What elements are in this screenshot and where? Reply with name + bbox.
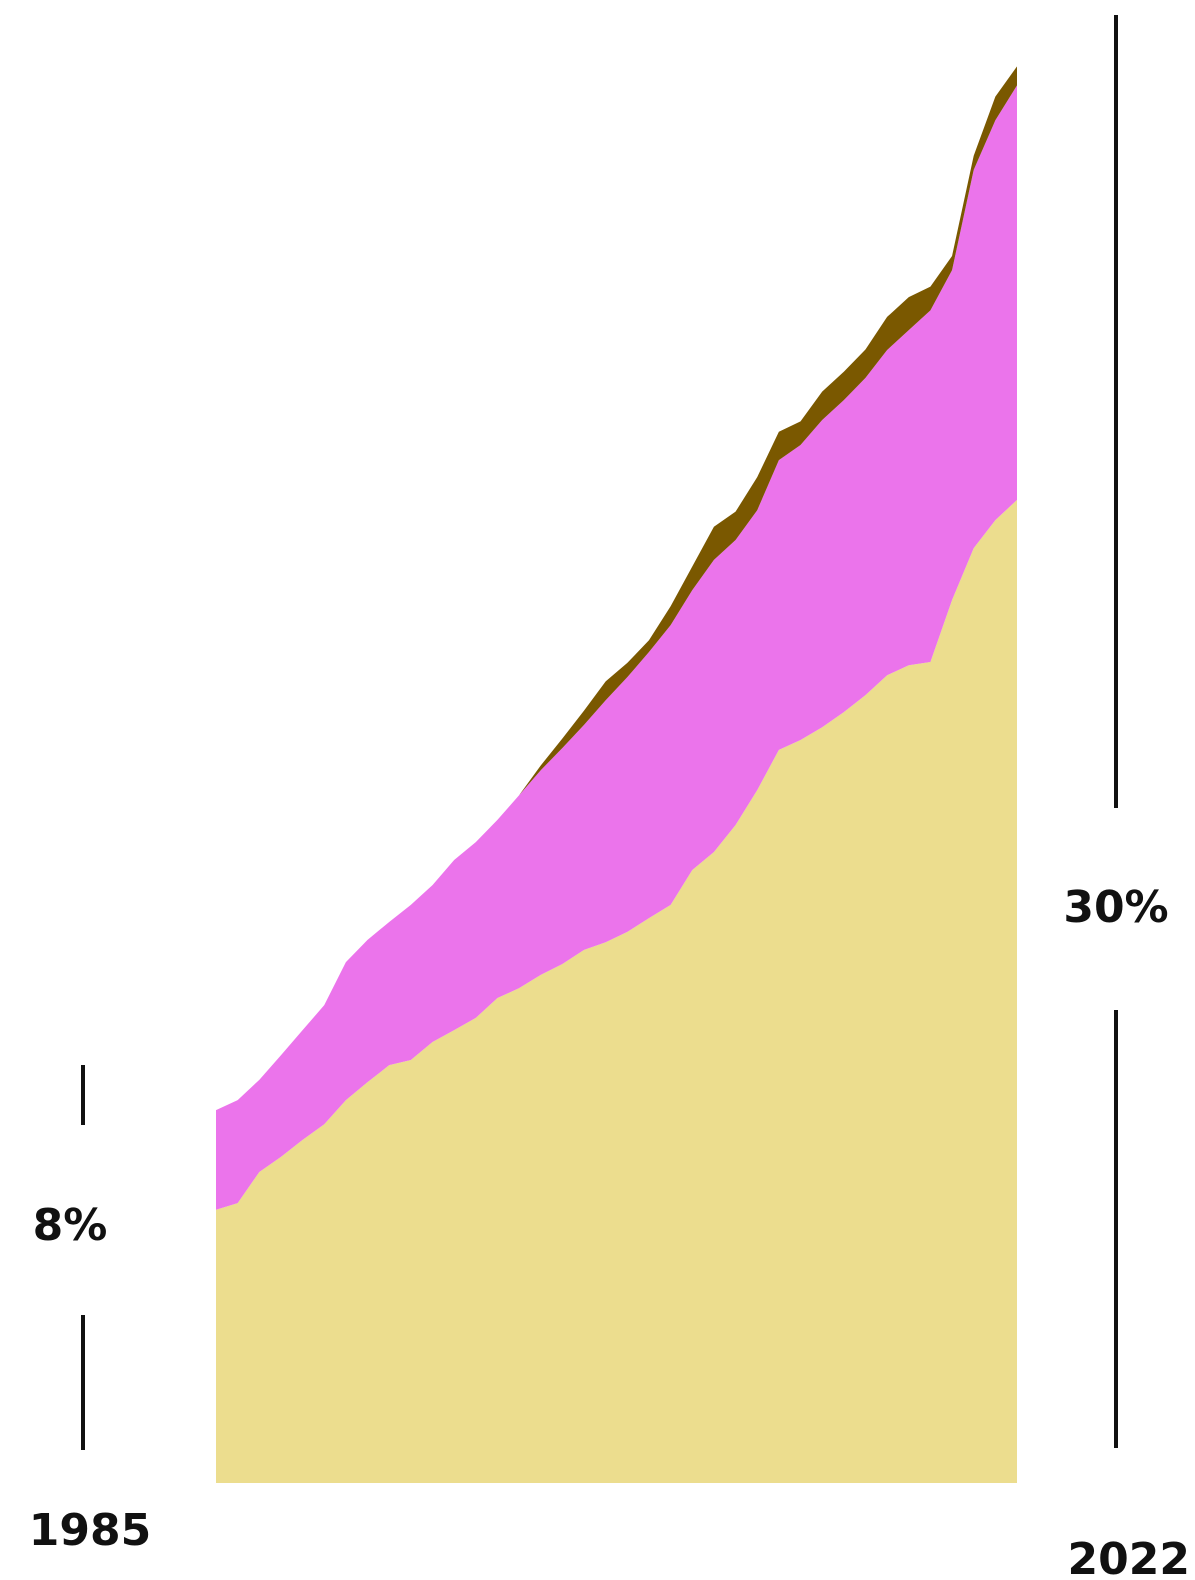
x-tick-label: 1985 bbox=[29, 1505, 151, 1556]
x-tick-label: 2022 bbox=[1068, 1534, 1190, 1580]
area-layer bbox=[216, 85, 1017, 1210]
areas bbox=[216, 66, 1017, 1483]
area-layer bbox=[216, 499, 1017, 1483]
end-label: 30% bbox=[1063, 882, 1168, 933]
start-label: 8% bbox=[33, 1200, 108, 1251]
